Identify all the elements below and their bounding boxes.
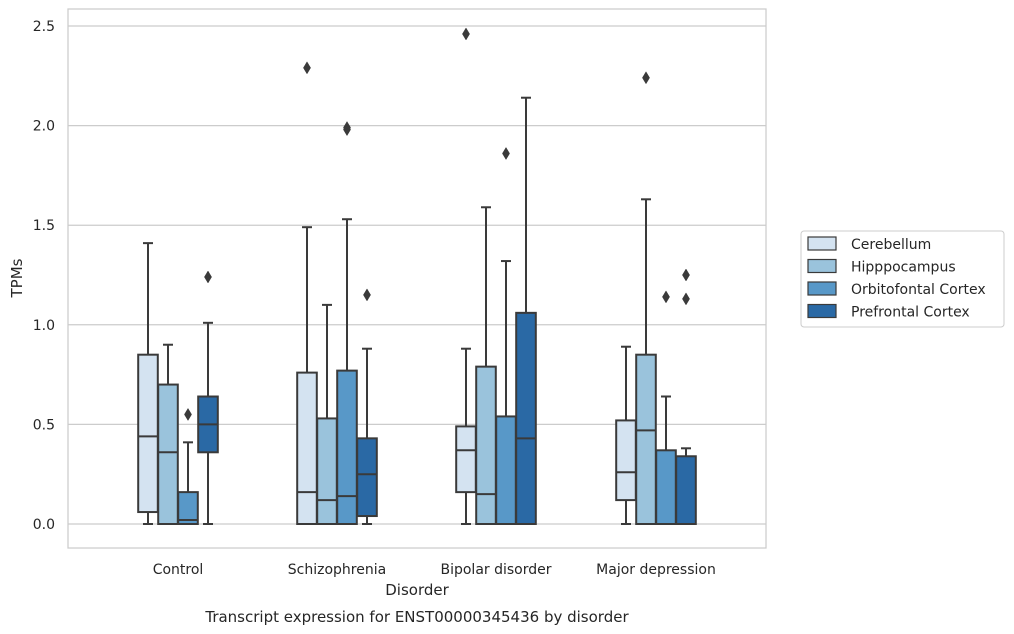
outlier-point [502, 147, 510, 160]
box-iqr [515, 311, 537, 525]
outlier-point [303, 61, 311, 75]
box-iqr [316, 417, 338, 526]
y-tick-label: 1.0 [33, 318, 55, 334]
box-orbitofontal-cortex [495, 147, 517, 526]
legend-swatch [807, 236, 837, 251]
y-tick-labels: 0.0 0.5 1.0 1.5 2.0 2.5 [33, 19, 55, 533]
x-axis-label: Disorder [385, 581, 449, 599]
box-cerebellum [296, 61, 318, 525]
y-tick-label: 1.5 [33, 218, 55, 234]
outlier-point [462, 27, 470, 41]
y-tick-label: 0.5 [33, 417, 55, 433]
legend: Cerebellum Hipppocampus Orbitofontal Corte… [800, 230, 1005, 328]
legend-label: Prefrontal Cortex [851, 305, 970, 321]
outlier-point [343, 121, 351, 135]
box-hipppocampus [475, 206, 497, 525]
plot-frame [67, 8, 767, 549]
y-tick-label: 2.5 [33, 19, 55, 35]
box-orbitofontal-cortex [177, 407, 199, 525]
box-iqr [475, 365, 497, 525]
box-iqr [177, 491, 199, 525]
box-cerebellum [137, 242, 159, 525]
outlier-point [642, 71, 650, 85]
box-prefrontal-cortex [197, 270, 219, 525]
box-prefrontal-cortex [675, 268, 697, 525]
outlier-point [662, 290, 670, 304]
y-tick-label: 0.0 [33, 517, 55, 533]
box-iqr [296, 371, 318, 525]
box-hipppocampus [316, 303, 338, 526]
legend-swatch [807, 303, 837, 319]
outlier-point [682, 292, 690, 306]
legend-frame [800, 230, 1005, 328]
box-cerebellum [455, 27, 477, 525]
box-iqr [655, 449, 677, 525]
chart-caption: Transcript expression for ENST0000034543… [204, 608, 629, 626]
outlier-point [184, 407, 192, 421]
legend-label: Hipppocampus [851, 260, 956, 276]
x-tick-label: Schizophrenia [288, 562, 386, 578]
box-iqr [157, 383, 179, 525]
outlier-point [682, 268, 690, 282]
y-tick-label: 2.0 [33, 119, 55, 135]
legend-label: Cerebellum [851, 237, 931, 253]
box-iqr [495, 415, 517, 526]
box-cerebellum [615, 345, 637, 525]
box-iqr [675, 455, 697, 525]
box-orbitofontal-cortex [336, 121, 358, 525]
outlier-point [204, 270, 212, 284]
box-orbitofontal-cortex [655, 290, 677, 525]
box-hipppocampus [157, 343, 179, 525]
x-tick-label: Bipolar disorder [440, 562, 551, 578]
box-iqr [455, 425, 477, 494]
box-iqr [635, 353, 657, 525]
box-prefrontal-cortex [515, 96, 537, 525]
box-prefrontal-cortex [356, 288, 378, 525]
box-iqr [356, 437, 378, 518]
legend-swatch [807, 281, 837, 296]
box-iqr [336, 369, 358, 525]
box-iqr [615, 419, 637, 502]
box-hipppocampus [635, 71, 657, 525]
x-tick-label: Major depression [596, 562, 716, 578]
x-tick-labels: Control Schizophrenia Bipolar disorder Majo… [153, 562, 716, 578]
outlier-point [363, 288, 371, 302]
x-tick-label: Control [153, 562, 204, 578]
legend-swatch [807, 258, 837, 274]
y-axis-label: TPMs [8, 258, 26, 298]
box-series [137, 27, 697, 526]
box-iqr [137, 353, 159, 514]
legend-label: Orbitofontal Cortex [851, 282, 986, 298]
